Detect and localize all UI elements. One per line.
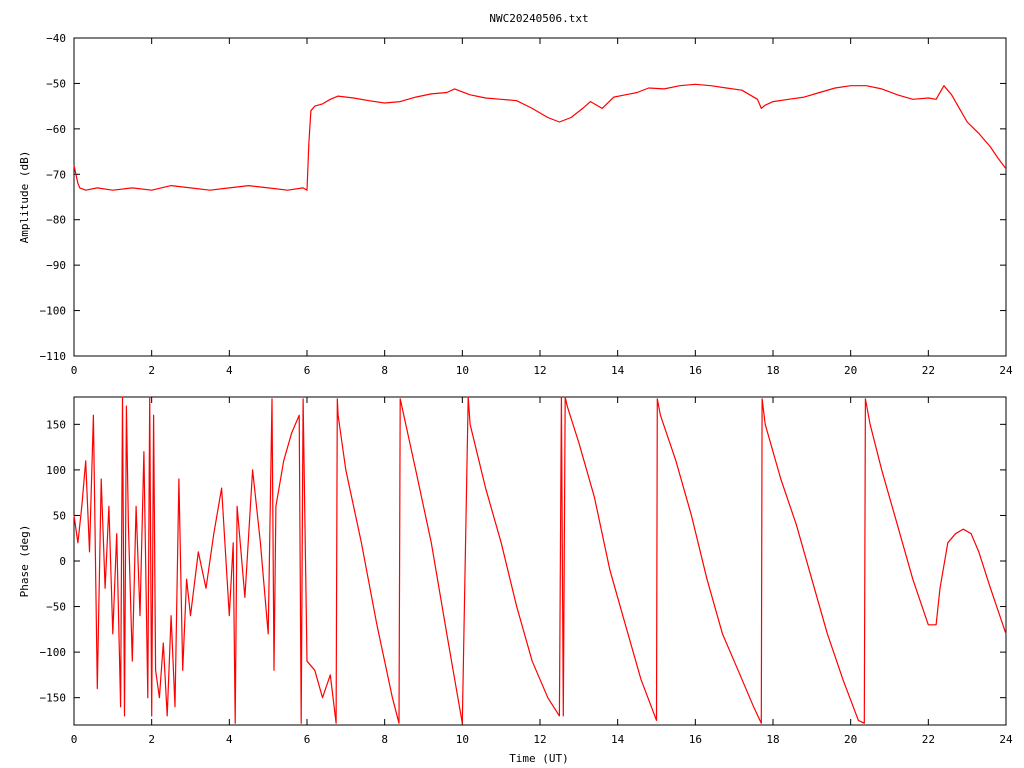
amplitude-y-tick-label: −80	[46, 214, 66, 227]
phase-plot-frame	[73, 396, 1007, 726]
phase-x-tick-label: 14	[611, 733, 625, 746]
amplitude-x-tick-label: 2	[148, 364, 155, 377]
phase-x-tick-label: 18	[766, 733, 779, 746]
phase-y-tick-label: −50	[46, 601, 66, 614]
phase-y-tick-label: −150	[40, 692, 67, 705]
amplitude-x-tick-label: 18	[766, 364, 779, 377]
amplitude-series	[73, 83, 1007, 191]
phase-x-tick-label: 6	[304, 733, 311, 746]
phase-series-line	[73, 396, 1007, 724]
amplitude-x-tick-label: 6	[304, 364, 311, 377]
amplitude-x-tick-label: 8	[381, 364, 388, 377]
phase-y-tick-label: 0	[59, 555, 66, 568]
amplitude-x-tick-label: 10	[456, 364, 469, 377]
amplitude-x-tick-label: 12	[533, 364, 546, 377]
phase-x-tick-label: 20	[844, 733, 857, 746]
phase-y-axis-label: Phase (deg)	[18, 525, 31, 598]
amplitude-x-tick-label: 24	[999, 364, 1013, 377]
amplitude-series-line	[73, 83, 1007, 191]
amplitude-y-tick-label: −40	[46, 32, 66, 45]
amplitude-panel: 0 2 4 6 8 10 12 14 16 18 20 22 24−40−50−60−70−80−90−…	[18, 32, 1013, 377]
amplitude-y-tick-label: −100	[40, 305, 67, 318]
phase-x-tick-label: 8	[381, 733, 388, 746]
phase-x-tick-label: 16	[689, 733, 702, 746]
phase-x-tick-label: 4	[226, 733, 233, 746]
amplitude-y-tick-label: −90	[46, 259, 66, 272]
phase-panel: 0 2 4 6 8 10 12 14 16 18 20 22 24−150−100−5005010015…	[18, 396, 1013, 765]
amplitude-x-tick-label: 4	[226, 364, 233, 377]
amplitude-y-tick-label: −70	[46, 168, 66, 181]
phase-x-tick-label: 24	[999, 733, 1013, 746]
amplitude-x-tick-label: 16	[689, 364, 702, 377]
phase-series	[73, 396, 1007, 724]
amplitude-y-tick-label: −60	[46, 123, 66, 136]
amplitude-x-tick-label: 22	[922, 364, 935, 377]
phase-y-tick-label: 150	[46, 418, 66, 431]
phase-x-tick-label: 2	[148, 733, 155, 746]
phase-x-tick-label: 22	[922, 733, 935, 746]
phase-x-tick-label: 10	[456, 733, 469, 746]
amplitude-y-tick-label: −110	[40, 350, 67, 363]
phase-x-tick-label: 0	[71, 733, 78, 746]
amplitude-x-tick-label: 14	[611, 364, 625, 377]
phase-y-tick-label: 50	[53, 509, 66, 522]
amplitude-x-tick-label: 0	[71, 364, 78, 377]
amplitude-x-tick-label: 20	[844, 364, 857, 377]
phase-axis-ticks: 0 2 4 6 8 10 12 14 16 18 20 22 24−150−100−5005010015…	[40, 397, 1013, 746]
amplitude-y-axis-label: Amplitude (dB)	[18, 151, 31, 244]
phase-y-tick-label: −100	[40, 646, 67, 659]
x-axis-label: Time (UT)	[509, 752, 569, 765]
phase-y-tick-label: 100	[46, 464, 66, 477]
phase-x-tick-label: 12	[533, 733, 546, 746]
amplitude-axis-ticks: 0 2 4 6 8 10 12 14 16 18 20 22 24−40−50−60−70−80−90−…	[40, 32, 1013, 377]
chart-title: NWC20240506.txt	[489, 12, 588, 25]
amplitude-y-tick-label: −50	[46, 77, 66, 90]
